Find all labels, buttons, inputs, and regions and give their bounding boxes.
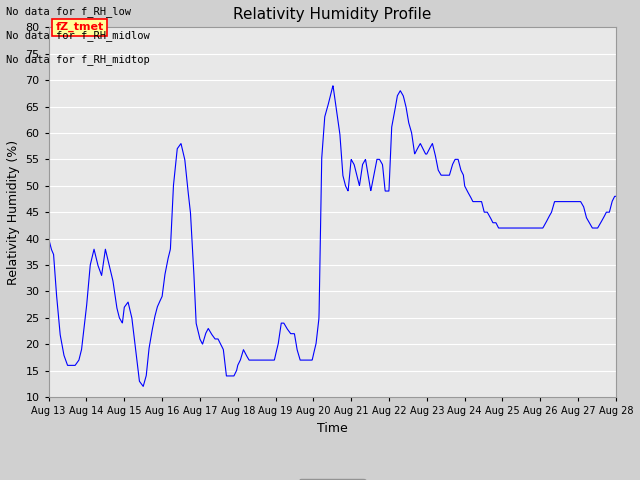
Title: Relativity Humidity Profile: Relativity Humidity Profile xyxy=(233,7,431,22)
Text: No data for f_RH_midlow: No data for f_RH_midlow xyxy=(6,30,150,41)
Text: No data for f_RH_low: No data for f_RH_low xyxy=(6,6,131,17)
Text: fZ_tmet: fZ_tmet xyxy=(56,22,104,32)
Legend: 22m: 22m xyxy=(299,479,365,480)
X-axis label: Time: Time xyxy=(317,421,348,435)
Y-axis label: Relativity Humidity (%): Relativity Humidity (%) xyxy=(7,140,20,285)
Text: No data for f_RH_midtop: No data for f_RH_midtop xyxy=(6,54,150,65)
